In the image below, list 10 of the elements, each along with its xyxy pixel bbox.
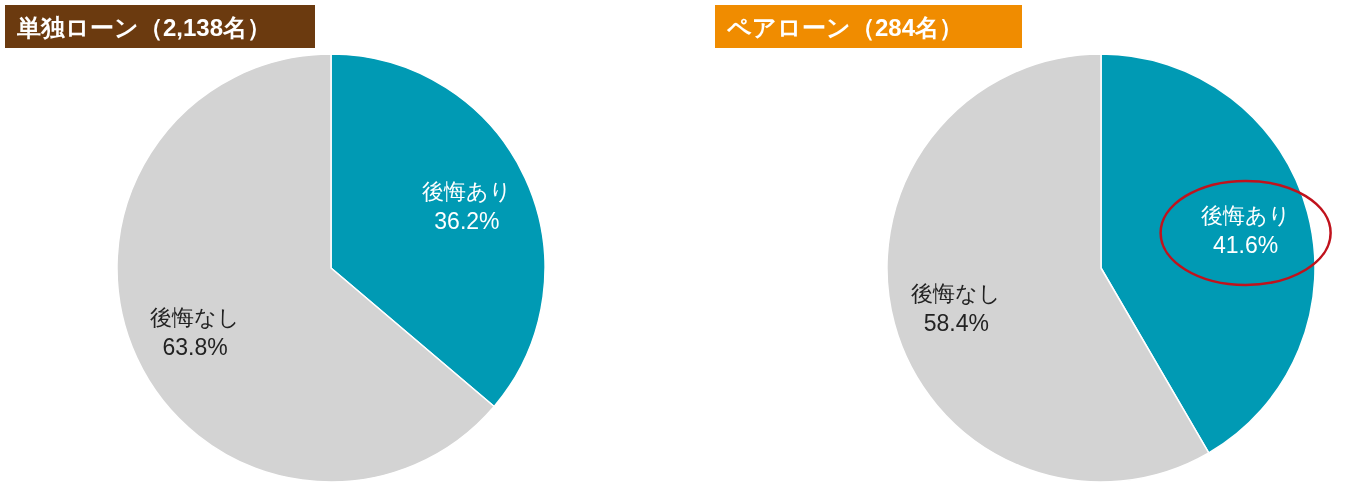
- data-label: 63.8%: [162, 333, 228, 360]
- slice-label: 後悔なし: [150, 304, 241, 330]
- slice-label: 後悔あり: [1200, 202, 1291, 228]
- data-label: 41.6%: [1213, 231, 1279, 258]
- chart-title: ペアローン（284名）: [726, 14, 964, 41]
- data-label: 36.2%: [434, 208, 500, 235]
- chart-title: 単独ローン（2,138名）: [16, 14, 272, 41]
- data-label: 58.4%: [923, 310, 989, 337]
- slice-label: 後悔あり: [421, 179, 512, 205]
- slice-label: 後悔なし: [911, 281, 1002, 307]
